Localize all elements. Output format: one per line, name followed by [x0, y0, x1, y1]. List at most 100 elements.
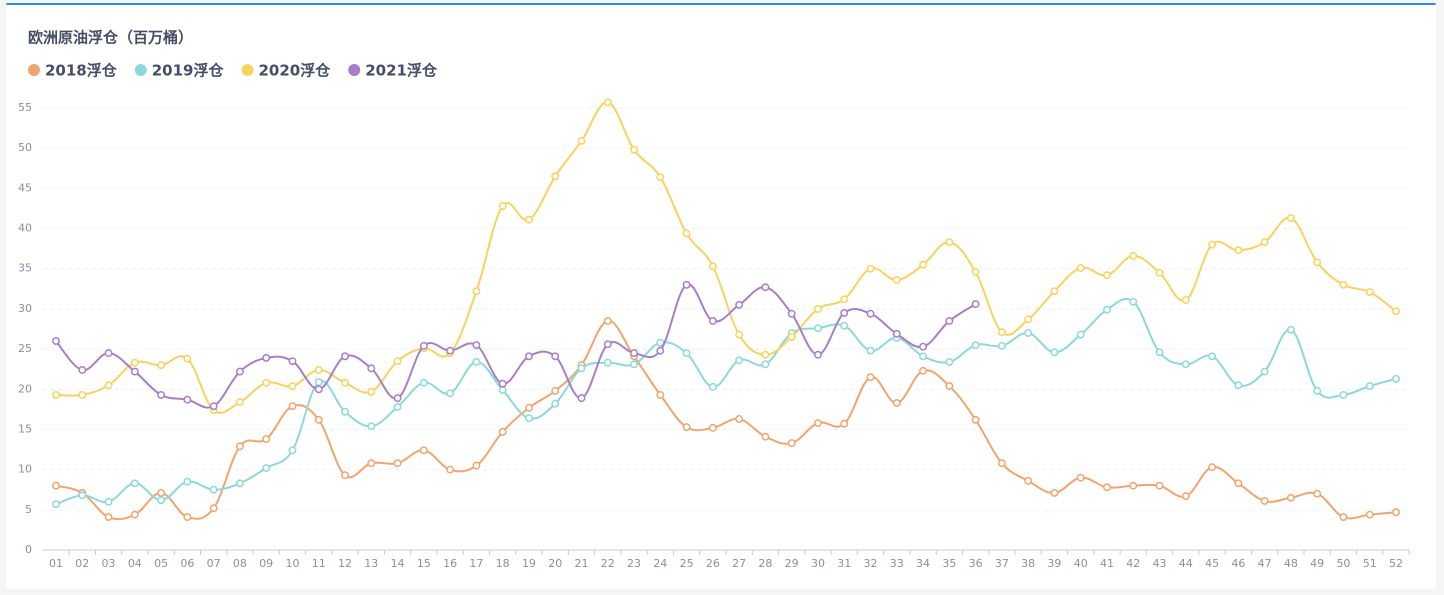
series-line	[55, 319, 1397, 521]
data-point	[341, 407, 349, 416]
data-point	[1050, 287, 1059, 296]
x-tick-label: 38	[1021, 557, 1035, 570]
data-point	[472, 461, 481, 470]
data-point	[656, 390, 665, 399]
data-point	[1365, 288, 1374, 296]
x-tick-label: 23	[627, 557, 641, 570]
data-point	[235, 442, 244, 451]
data-point	[183, 395, 192, 404]
data-point	[341, 471, 349, 480]
data-point	[761, 283, 770, 292]
data-point	[551, 352, 560, 361]
x-tick-label: 42	[1126, 557, 1140, 570]
data-point	[1339, 513, 1348, 522]
y-tick-label: 20	[18, 382, 32, 395]
data-point	[498, 379, 507, 388]
y-tick-label: 35	[18, 262, 32, 275]
data-point	[1260, 238, 1269, 247]
data-point	[603, 340, 612, 349]
data-point	[524, 403, 533, 412]
data-point	[367, 364, 376, 373]
data-point	[708, 262, 717, 271]
data-point	[1129, 297, 1138, 306]
data-point	[682, 229, 691, 238]
x-tick-label: 46	[1231, 557, 1245, 570]
data-point	[919, 260, 928, 269]
data-point	[735, 300, 744, 309]
data-point	[1155, 268, 1164, 277]
x-tick-label: 11	[312, 557, 326, 570]
x-tick-label: 08	[233, 557, 247, 570]
y-tick-label: 30	[18, 302, 32, 315]
x-tick-label: 28	[758, 557, 772, 570]
series-line	[55, 297, 1397, 506]
data-point	[367, 422, 376, 431]
legend-label: 2020浮仓	[259, 62, 332, 80]
data-point	[157, 488, 166, 497]
data-point	[1392, 374, 1400, 383]
data-point	[1208, 463, 1217, 472]
data-point	[130, 479, 139, 488]
data-point	[262, 435, 271, 444]
y-tick-label: 0	[25, 543, 32, 556]
data-point	[656, 346, 665, 355]
data-point	[814, 324, 822, 333]
data-point	[997, 459, 1006, 468]
data-point	[341, 352, 349, 361]
data-point	[577, 394, 586, 403]
x-tick-label: 15	[417, 557, 431, 570]
data-point	[708, 382, 717, 391]
data-point	[892, 276, 901, 284]
data-point	[551, 172, 560, 181]
data-point	[1024, 329, 1033, 337]
data-point	[314, 385, 323, 394]
y-tick-label: 50	[18, 141, 32, 154]
x-tick-label: 44	[1179, 557, 1193, 570]
data-point	[603, 98, 612, 107]
x-tick-label: 19	[522, 557, 536, 570]
y-tick-label: 15	[18, 422, 32, 435]
data-point	[840, 321, 849, 330]
data-point	[393, 403, 402, 411]
data-point	[314, 366, 323, 374]
y-tick-label: 45	[18, 181, 32, 194]
data-point	[1024, 315, 1033, 324]
data-point	[472, 341, 481, 350]
data-point	[157, 496, 166, 505]
data-point	[787, 309, 796, 318]
x-tick-label: 12	[338, 557, 352, 570]
data-point	[814, 350, 822, 359]
data-point	[157, 390, 166, 399]
data-point	[1260, 367, 1269, 376]
data-point	[840, 419, 849, 428]
x-tick-label: 16	[443, 557, 457, 570]
x-tick-label: 13	[364, 557, 378, 570]
x-tick-label: 29	[785, 557, 799, 570]
legend-marker	[348, 64, 361, 76]
data-point	[78, 390, 87, 399]
data-point	[814, 304, 822, 313]
data-point	[1286, 325, 1295, 334]
data-point	[498, 386, 507, 395]
data-point	[1234, 479, 1243, 488]
data-point	[446, 465, 455, 474]
data-point	[761, 432, 770, 441]
y-tick-label: 25	[18, 342, 32, 355]
y-tick-label: 40	[18, 222, 32, 235]
x-tick-label: 33	[890, 557, 904, 570]
data-point	[1339, 280, 1348, 289]
data-point	[735, 415, 744, 423]
data-point	[630, 349, 638, 358]
data-point	[262, 378, 271, 387]
data-point	[630, 360, 638, 369]
data-point	[52, 481, 60, 490]
data-point	[157, 361, 166, 370]
data-point	[104, 513, 113, 522]
data-point	[1286, 493, 1295, 502]
x-tick-label: 47	[1258, 557, 1272, 570]
series-line	[55, 101, 1397, 414]
data-point	[945, 357, 954, 366]
x-tick-label: 17	[469, 557, 483, 570]
x-tick-label: 41	[1100, 557, 1114, 570]
data-point	[866, 264, 875, 273]
